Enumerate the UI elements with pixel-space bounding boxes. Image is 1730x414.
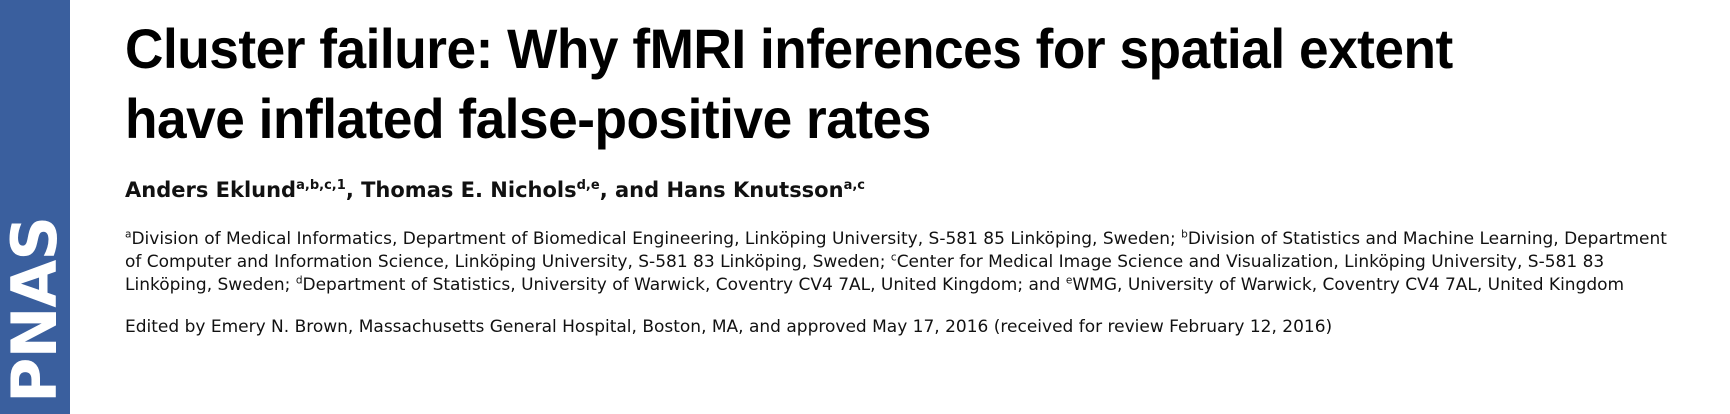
affiliation-mark: b	[1181, 228, 1188, 241]
affiliation-mark: a	[125, 228, 132, 241]
affiliation-text: Division of Medical Informatics, Departm…	[131, 229, 1182, 249]
title-line-1: Cluster failure: Why fMRI inferences for…	[125, 17, 1453, 80]
journal-sidebar: PNAS	[0, 0, 70, 414]
title-line-2: have inflated false-positive rates	[125, 87, 931, 150]
author-affiliation-marks: a,b,c,1	[296, 178, 346, 193]
affiliation-mark: d	[295, 274, 303, 287]
author-affiliation-marks: a,c	[843, 178, 866, 193]
article-title: Cluster failure: Why fMRI inferences for…	[125, 14, 1640, 154]
author-separator: ,	[345, 178, 362, 202]
author-name: Anders Eklund	[125, 178, 297, 202]
affiliation-text: Division of Statistics and Machine Learn…	[125, 229, 1667, 272]
affiliation-text: Center for Medical Image Science and Vis…	[125, 252, 1605, 295]
article-header: Cluster failure: Why fMRI inferences for…	[125, 14, 1720, 339]
affiliation-list: aDivision of Medical Informatics, Depart…	[125, 228, 1685, 297]
affiliation-text: WMG, University of Warwick, Coventry CV4…	[1072, 275, 1625, 295]
affiliation-mark: e	[1065, 274, 1073, 287]
editor-note: Edited by Emery N. Brown, Massachusetts …	[125, 317, 1333, 337]
affiliation-mark: c	[890, 251, 897, 264]
author-list: Anders Eklunda,b,c,1, Thomas E. Nicholsd…	[125, 176, 1720, 204]
author-affiliation-marks: d,e	[576, 178, 600, 193]
pnas-logo: PNAS	[0, 217, 70, 403]
affiliation-text: Department of Statistics, University of …	[302, 275, 1066, 295]
author-name: Thomas E. Nichols	[361, 178, 577, 202]
author-separator: , and	[599, 178, 667, 202]
author-name: Hans Knutsson	[666, 178, 844, 202]
